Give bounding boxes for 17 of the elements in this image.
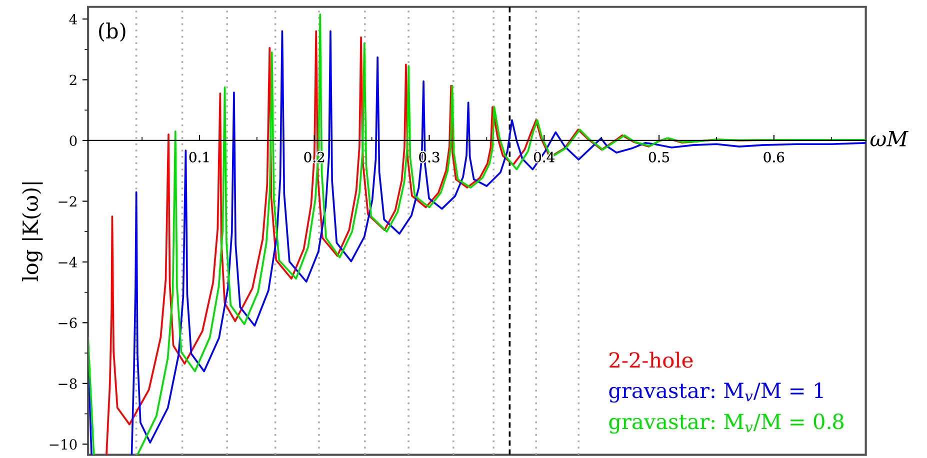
x-tick-label: 0.1	[189, 152, 209, 162]
y-tick-label: −6	[58, 318, 77, 328]
text: gravastar: M$_{v}$/M = 0.8	[609, 414, 844, 434]
y-tick-label: 2	[70, 74, 76, 86]
x-axis-title: ωM	[870, 131, 908, 146]
y-tick-label: −10	[50, 439, 77, 450]
annotation: (b)	[99, 22, 126, 42]
x-tick-label: 0.6	[764, 152, 784, 162]
text: gravastar: M$_{v}$/M = 1	[609, 382, 823, 403]
text: 2-2-hole	[610, 352, 693, 368]
y-tick-label: 0	[70, 135, 77, 146]
y-axis-title: log |K(ω)|	[22, 182, 43, 282]
y-tick-label: −2	[58, 196, 76, 206]
y-tick-label: −4	[58, 256, 77, 268]
y-tick-label: 4	[69, 14, 77, 24]
y-tick-label: −8	[58, 378, 77, 389]
x-tick-label: 0.5	[648, 152, 669, 162]
